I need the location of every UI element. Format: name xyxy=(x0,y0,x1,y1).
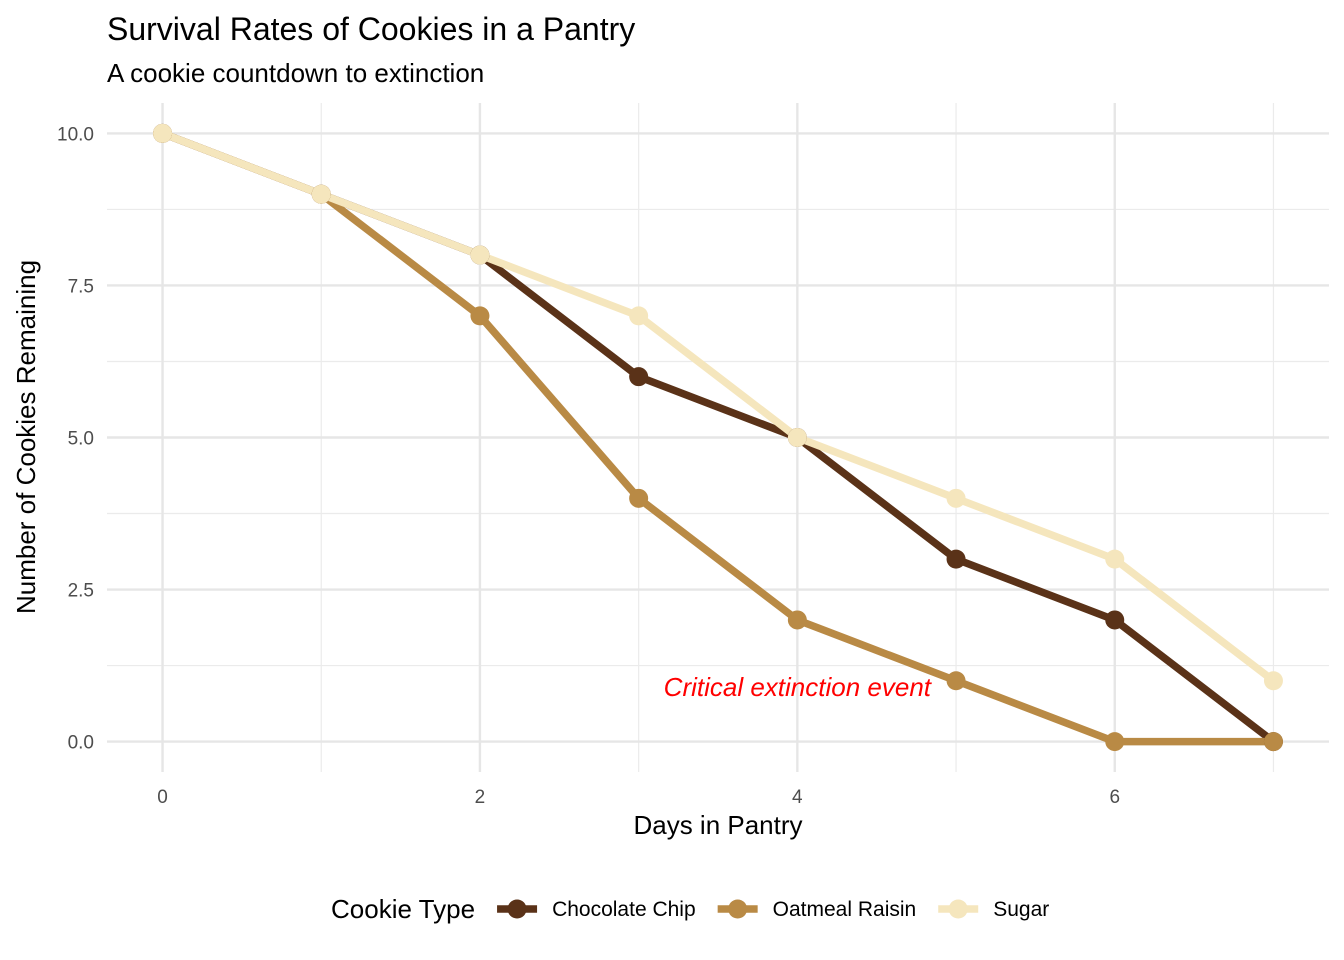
y-tick-label: 5.0 xyxy=(68,429,94,450)
legend-key-point xyxy=(728,899,748,919)
legend-title: Cookie Type xyxy=(331,894,475,924)
legend-key-point xyxy=(948,899,968,919)
x-tick-label: 4 xyxy=(792,787,803,808)
y-axis-title: Number of Cookies Remaining xyxy=(11,260,41,614)
data-point xyxy=(311,184,331,204)
data-point xyxy=(946,671,966,691)
data-point xyxy=(153,123,173,143)
y-tick-label: 7.5 xyxy=(68,276,94,297)
y-tick-label: 10.0 xyxy=(57,124,94,145)
grid-minor xyxy=(107,103,1329,772)
chart-subtitle: A cookie countdown to extinction xyxy=(107,58,484,88)
data-point xyxy=(787,428,807,447)
x-tick-label: 6 xyxy=(1109,787,1120,808)
data-point xyxy=(629,488,649,508)
data-point xyxy=(1105,732,1125,752)
series-line xyxy=(161,129,1276,684)
data-point xyxy=(946,549,966,569)
series-points xyxy=(153,123,1283,752)
series-line xyxy=(161,129,1274,746)
data-point xyxy=(1105,610,1125,630)
annotations: Critical extinction event xyxy=(664,672,933,702)
data-point xyxy=(470,245,490,265)
grid-major xyxy=(107,103,1329,772)
legend-label: Chocolate Chip xyxy=(552,898,696,921)
chart-title: Survival Rates of Cookies in a Pantry xyxy=(107,11,635,47)
x-tick-label: 0 xyxy=(157,787,168,808)
x-tick-label: 2 xyxy=(475,787,486,808)
data-point xyxy=(1263,671,1283,691)
data-point xyxy=(629,306,649,326)
legend-key-point xyxy=(507,899,527,919)
annotation-text: Critical extinction event xyxy=(664,672,933,702)
legend-label: Oatmeal Raisin xyxy=(773,898,917,921)
x-axis-title: Days in Pantry xyxy=(633,810,802,840)
data-point xyxy=(1105,549,1125,569)
x-axis-ticks: 0 2 4 6 xyxy=(157,787,1120,808)
data-point xyxy=(629,367,649,387)
data-point xyxy=(470,306,490,326)
data-point xyxy=(946,488,966,508)
y-axis-ticks: 0.0 2.5 5.0 7.5 10.0 xyxy=(57,124,94,753)
data-point xyxy=(787,610,807,630)
y-tick-label: 0.0 xyxy=(68,733,94,754)
series-lines xyxy=(161,129,1276,746)
legend-label: Sugar xyxy=(993,898,1049,921)
legend-items: Chocolate Chip Oatmeal Raisin Sugar xyxy=(497,898,1049,921)
y-tick-label: 2.5 xyxy=(68,581,94,602)
data-point xyxy=(1263,732,1283,752)
legend: Cookie Type Chocolate Chip Oatmeal Raisin… xyxy=(331,894,1049,924)
